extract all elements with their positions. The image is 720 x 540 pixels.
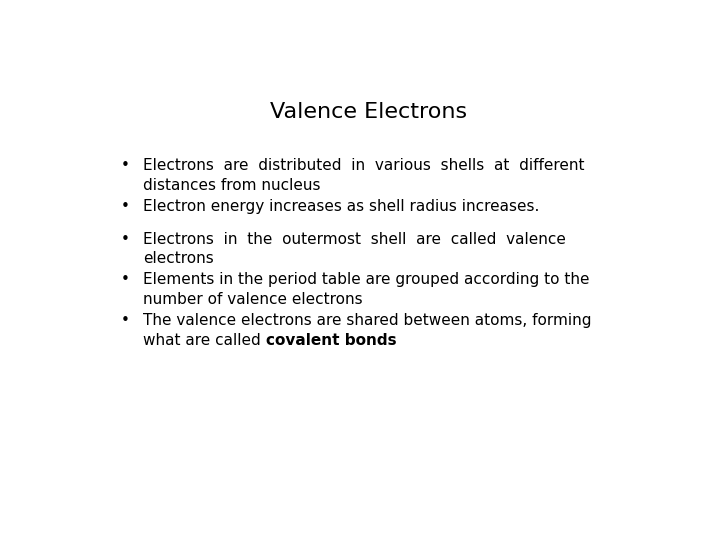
Text: Electrons  in  the  outermost  shell  are  called  valence: Electrons in the outermost shell are cal…	[143, 232, 566, 247]
Text: what are called: what are called	[143, 333, 266, 348]
Text: Electrons  are  distributed  in  various  shells  at  different: Electrons are distributed in various she…	[143, 158, 585, 173]
Text: •: •	[121, 199, 130, 214]
Text: •: •	[121, 313, 130, 328]
Text: covalent bonds: covalent bonds	[266, 333, 396, 348]
Text: electrons: electrons	[143, 252, 214, 267]
Text: •: •	[121, 232, 130, 247]
Text: distances from nucleus: distances from nucleus	[143, 178, 320, 193]
Text: number of valence electrons: number of valence electrons	[143, 292, 363, 307]
Text: •: •	[121, 158, 130, 173]
Text: The valence electrons are shared between atoms, forming: The valence electrons are shared between…	[143, 313, 592, 328]
Text: Electron energy increases as shell radius increases.: Electron energy increases as shell radiu…	[143, 199, 539, 214]
Text: Valence Electrons: Valence Electrons	[271, 102, 467, 122]
Text: Elements in the period table are grouped according to the: Elements in the period table are grouped…	[143, 272, 590, 287]
Text: •: •	[121, 272, 130, 287]
